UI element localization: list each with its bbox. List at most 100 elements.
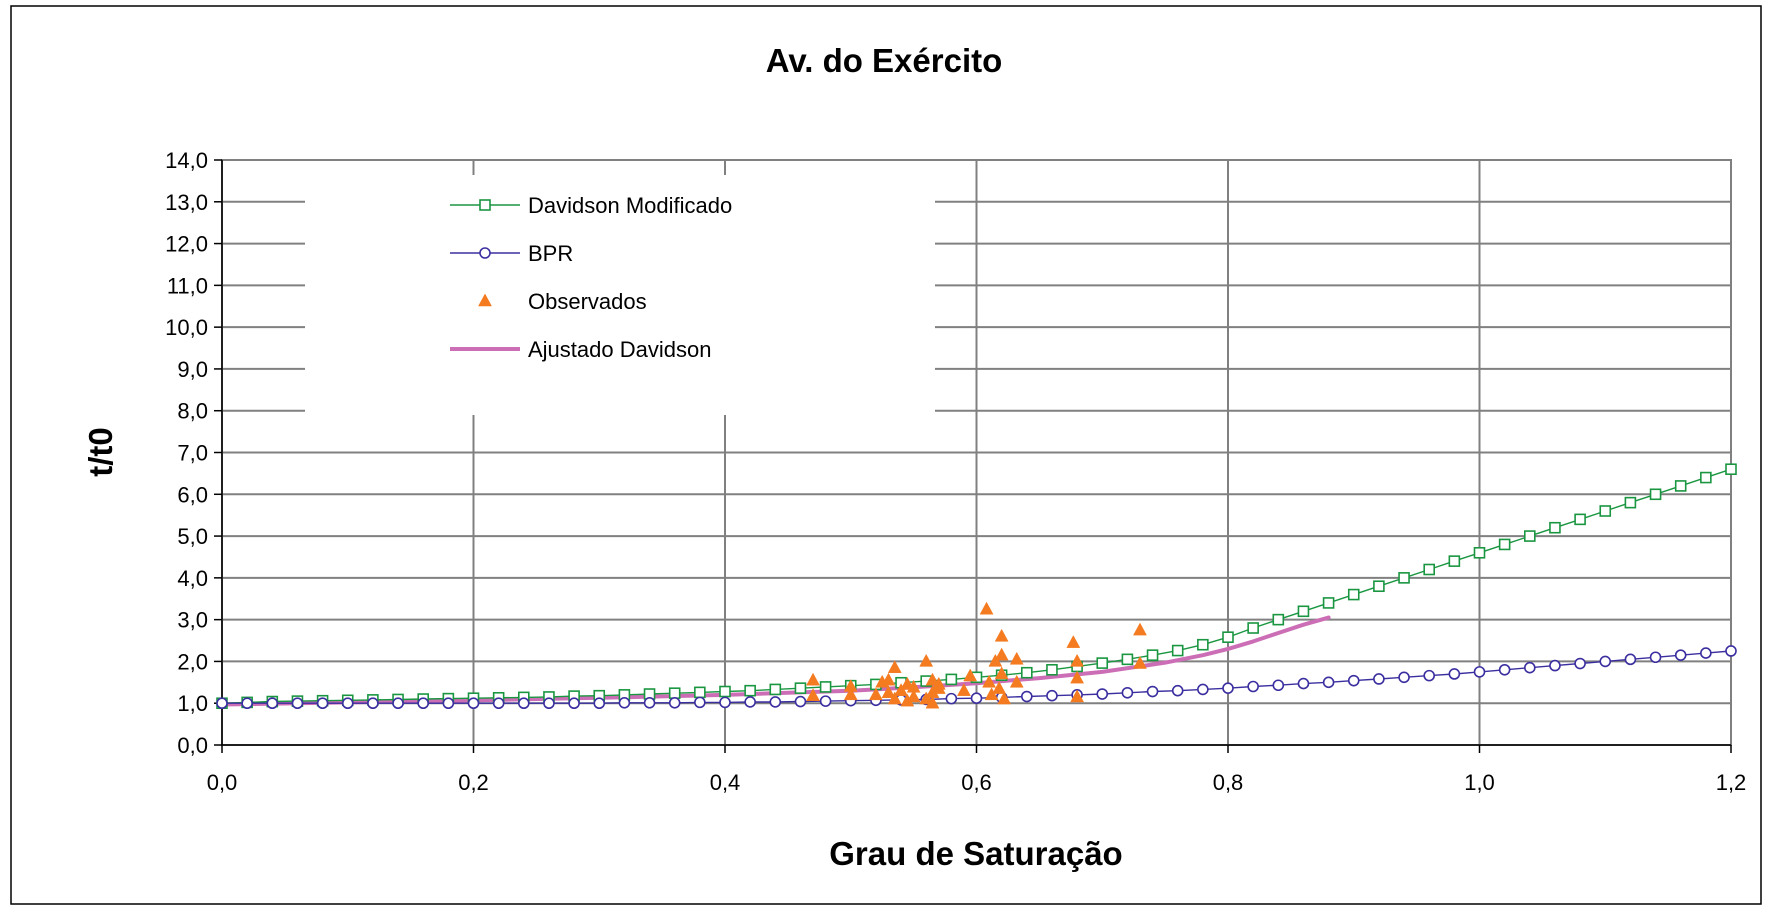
- y-tick-label: 13,0: [165, 190, 208, 215]
- data-point: [216, 697, 228, 710]
- data-point: [1549, 521, 1561, 534]
- data-point: [769, 683, 782, 696]
- legend-marker: [478, 293, 492, 307]
- y-axis-ticks: 0,0 1,0 2,0 3,0 4,0 5,0 6,0 7,0 8,0 9,0 10,0 11,0 12…: [165, 148, 223, 758]
- legend-marker: [479, 247, 491, 259]
- data-point: [1347, 674, 1360, 687]
- legend-marker: [479, 199, 491, 211]
- data-point: [341, 697, 354, 710]
- data-point: [1197, 683, 1209, 696]
- data-point: [1297, 605, 1310, 618]
- y-tick-label: 11,0: [167, 273, 208, 298]
- data-point: [517, 697, 530, 710]
- data-point: [994, 628, 1009, 642]
- data-point: [1574, 513, 1586, 526]
- data-point: [1674, 649, 1687, 661]
- data-point: [906, 679, 921, 693]
- data-point: [931, 676, 946, 690]
- data-point: [1146, 685, 1159, 698]
- x-axis-title: Grau de Saturação: [829, 835, 1122, 872]
- data-point: [1121, 686, 1134, 699]
- data-point: [984, 687, 999, 701]
- data-point: [266, 697, 279, 710]
- y-axis-title: t/t0: [82, 427, 119, 477]
- data-point: [1247, 680, 1259, 693]
- y-tick-label: 5,0: [177, 524, 208, 549]
- data-point: [843, 687, 858, 701]
- data-point: [316, 697, 329, 710]
- data-point: [806, 688, 820, 701]
- y-tick-label: 6,0: [177, 482, 208, 507]
- data-point: [979, 601, 994, 615]
- data-point: [957, 683, 971, 696]
- data-point: [881, 672, 896, 686]
- data-point: [744, 684, 756, 697]
- y-tick-label: 12,0: [165, 232, 208, 257]
- data-point: [1096, 657, 1109, 669]
- data-point: [994, 647, 1009, 661]
- data-point: [1020, 666, 1033, 679]
- data-point: [963, 668, 978, 682]
- data-point: [1674, 480, 1687, 492]
- data-point: [894, 683, 908, 696]
- data-point: [945, 673, 958, 686]
- data-point: [1322, 597, 1335, 609]
- data-point: [719, 685, 731, 698]
- data-point: [1171, 684, 1184, 697]
- data-point: [1473, 666, 1486, 678]
- data-point: [593, 697, 606, 710]
- data-point: [694, 686, 706, 699]
- data-point: [1066, 635, 1081, 648]
- legend-label: Ajustado Davidson: [528, 337, 711, 362]
- data-point: [982, 674, 996, 688]
- data-point: [1171, 644, 1184, 657]
- data-point: [417, 697, 430, 710]
- data-point: [970, 692, 983, 705]
- data-point: [1448, 555, 1461, 567]
- data-point: [1070, 653, 1085, 667]
- data-point: [1498, 663, 1511, 676]
- y-tick-label: 9,0: [177, 357, 208, 382]
- data-point: [1070, 670, 1085, 684]
- data-point: [668, 687, 681, 699]
- data-point: [1700, 647, 1712, 659]
- data-point: [1197, 638, 1209, 651]
- y-tick-label: 2,0: [177, 649, 208, 674]
- data-point: [1599, 655, 1612, 668]
- data-point: [241, 697, 253, 710]
- data-point: [1423, 563, 1435, 576]
- data-point: [1725, 645, 1737, 657]
- data-point: [919, 691, 934, 705]
- data-point: [1133, 655, 1147, 669]
- y-tick-label: 10,0: [165, 315, 208, 340]
- legend-background: [305, 175, 935, 415]
- data-point: [819, 695, 832, 707]
- data-point: [643, 696, 656, 709]
- data-point: [906, 689, 921, 703]
- series-layer: [216, 463, 1737, 710]
- x-axis-ticks: 0,0 0,2 0,4 0,6 0,8 1,0 1,2: [207, 744, 1746, 795]
- data-point: [1009, 651, 1024, 665]
- data-point: [1272, 613, 1285, 626]
- data-point: [543, 697, 555, 710]
- data-point: [868, 687, 883, 701]
- data-point: [994, 666, 1009, 680]
- data-point: [367, 697, 379, 710]
- data-point: [819, 681, 832, 693]
- data-point: [1398, 671, 1410, 684]
- data-point: [919, 653, 934, 667]
- data-point: [668, 696, 681, 709]
- legend-item: BPR: [450, 241, 573, 266]
- data-point: [1649, 488, 1662, 501]
- data-point: [744, 696, 756, 708]
- data-point: [1624, 496, 1637, 509]
- data-point: [1046, 689, 1058, 702]
- x-tick-label: 0,2: [458, 770, 489, 795]
- data-point: [1423, 669, 1435, 682]
- legend-item: Davidson Modificado: [450, 193, 732, 218]
- y-tick-label: 0,0: [177, 733, 208, 758]
- legend-item: Ajustado Davidson: [450, 337, 711, 362]
- data-point: [1009, 674, 1024, 688]
